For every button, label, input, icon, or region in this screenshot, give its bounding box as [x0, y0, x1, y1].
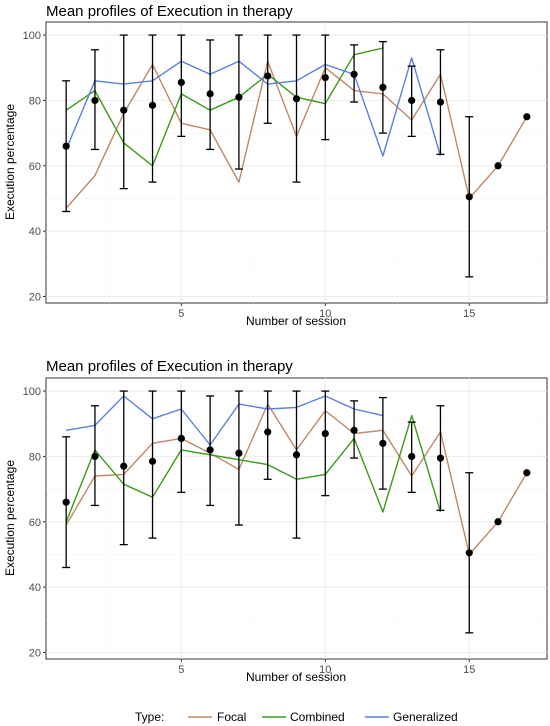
- legend-label-focal: Focal: [217, 710, 246, 724]
- y-tick-label: 20: [29, 647, 41, 659]
- mean-point: [120, 106, 128, 114]
- mean-point: [350, 70, 358, 78]
- mean-point: [91, 452, 99, 461]
- chart-panel-top: Mean profiles of Execution in therapy Ex…: [3, 3, 548, 328]
- series-line-combined: [65, 414, 442, 523]
- mean-point: [148, 101, 157, 109]
- x-axis-label: Number of session: [246, 670, 346, 684]
- series-line-generalized: [65, 57, 442, 157]
- legend-label-generalized: Generalized: [393, 710, 458, 724]
- mean-point: [465, 193, 473, 201]
- x-tick-label: 10: [319, 664, 331, 676]
- mean-point: [177, 434, 185, 443]
- mean-point: [62, 142, 70, 150]
- x-tick-label: 10: [319, 308, 331, 320]
- mean-point: [91, 96, 99, 105]
- mean-point: [62, 498, 70, 506]
- mean-point: [148, 457, 157, 465]
- x-tick-label: 15: [463, 664, 475, 676]
- y-tick-label: 100: [23, 386, 41, 398]
- mean-point: [292, 451, 301, 459]
- series-line-combined: [65, 47, 384, 167]
- mean-point: [379, 83, 387, 91]
- mean-point: [235, 449, 243, 457]
- y-axis-label: Execution percentage: [3, 104, 17, 220]
- mean-point: [235, 93, 243, 101]
- mean-point: [379, 439, 387, 447]
- y-tick-label: 80: [29, 95, 41, 107]
- mean-point: [321, 73, 329, 82]
- mean-point: [465, 549, 473, 557]
- mean-point: [177, 78, 185, 87]
- mean-point: [292, 95, 301, 103]
- y-tick-label: 40: [29, 226, 41, 238]
- mean-point: [350, 426, 358, 434]
- mean-point: [321, 429, 329, 438]
- mean-point: [436, 98, 445, 106]
- y-tick-label: 40: [29, 582, 41, 594]
- chart-title: Mean profiles of Execution in therapy: [46, 358, 293, 375]
- mean-point: [408, 452, 416, 461]
- mean-point: [206, 90, 214, 98]
- mean-point: [408, 96, 416, 105]
- chart-panel-bottom: Mean profiles of Execution in therapy Ex…: [3, 358, 548, 684]
- mean-point: [523, 469, 531, 477]
- chart-title: Mean profiles of Execution in therapy: [46, 3, 293, 20]
- x-tick-label: 5: [178, 308, 184, 320]
- mean-point: [120, 462, 128, 470]
- y-tick-label: 60: [29, 517, 41, 529]
- x-axis-label: Number of session: [246, 314, 346, 328]
- y-tick-label: 20: [29, 291, 41, 303]
- mean-point: [436, 454, 445, 462]
- y-tick-label: 100: [23, 30, 41, 42]
- series-line-generalized: [66, 395, 384, 446]
- x-tick-label: 5: [178, 664, 184, 676]
- legend-title: Type:: [135, 710, 164, 724]
- legend: Type: Focal Combined Generalized: [135, 710, 458, 724]
- mean-point: [264, 428, 272, 436]
- y-axis-label: Execution percentage: [3, 460, 17, 576]
- mean-point: [494, 518, 502, 526]
- y-tick-label: 80: [29, 451, 41, 463]
- mean-point: [523, 113, 531, 121]
- mean-point: [206, 446, 214, 454]
- legend-label-combined: Combined: [290, 710, 345, 724]
- mean-point: [264, 72, 272, 80]
- y-tick-label: 60: [29, 161, 41, 173]
- mean-point: [494, 162, 502, 170]
- x-tick-label: 15: [463, 308, 475, 320]
